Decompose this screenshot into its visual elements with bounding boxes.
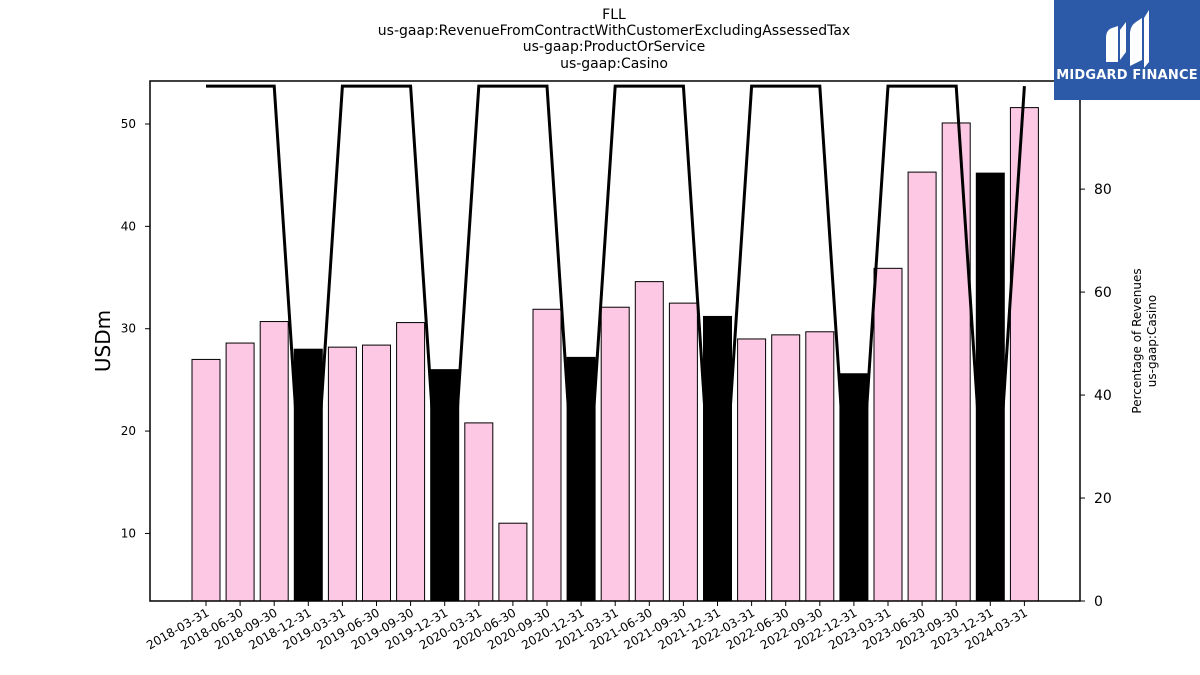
bar (805, 331, 835, 602)
bar (396, 322, 426, 602)
y2-tick-label: 60 (1094, 285, 1112, 301)
bar (737, 338, 767, 602)
y2-axis-label: us-gaap:Casino (1145, 295, 1159, 387)
title-axis: us-gaap:ProductOrService (522, 39, 706, 55)
bar (225, 342, 255, 602)
bar (498, 522, 528, 602)
y2-tick-label: 0 (1094, 594, 1103, 610)
y2-tick-label: 40 (1094, 388, 1112, 404)
bar (191, 358, 221, 602)
y2-tick-label: 80 (1094, 182, 1112, 198)
bar (1009, 107, 1039, 602)
bar (327, 346, 357, 602)
bar (771, 334, 801, 602)
bar (634, 281, 664, 602)
bar (600, 306, 630, 602)
logo-text: MIDGARD FINANCE (1056, 68, 1198, 83)
bar (532, 308, 562, 602)
bar (873, 267, 903, 602)
y-tick-label: 20 (121, 424, 136, 438)
bar (259, 321, 289, 602)
y-axis-label: USDm (91, 310, 115, 372)
percentage-line (206, 84, 1026, 602)
y-tick-label: 50 (121, 117, 136, 131)
bar (839, 373, 869, 602)
y-tick-label: 30 (121, 322, 136, 336)
title-member: us-gaap:Casino (560, 56, 668, 72)
y2-axis-label: Percentage of Revenues (1130, 268, 1144, 413)
brand-logo: MIDGARD FINANCE (1054, 0, 1200, 100)
bar (566, 356, 596, 602)
y-tick-label: 40 (121, 219, 136, 233)
y2-tick-label: 20 (1094, 491, 1112, 507)
logo-mark-icon (1106, 10, 1149, 68)
y-tick-label: 10 (121, 526, 136, 540)
title-ticker: FLL (602, 7, 626, 23)
bar (668, 302, 698, 602)
bar (907, 171, 937, 602)
bar (362, 344, 391, 602)
title-concept: us-gaap:RevenueFromContractWithCustomerE… (377, 23, 851, 39)
bar (975, 172, 1005, 602)
bar (464, 422, 494, 602)
bar (430, 369, 460, 602)
bar (941, 122, 971, 602)
